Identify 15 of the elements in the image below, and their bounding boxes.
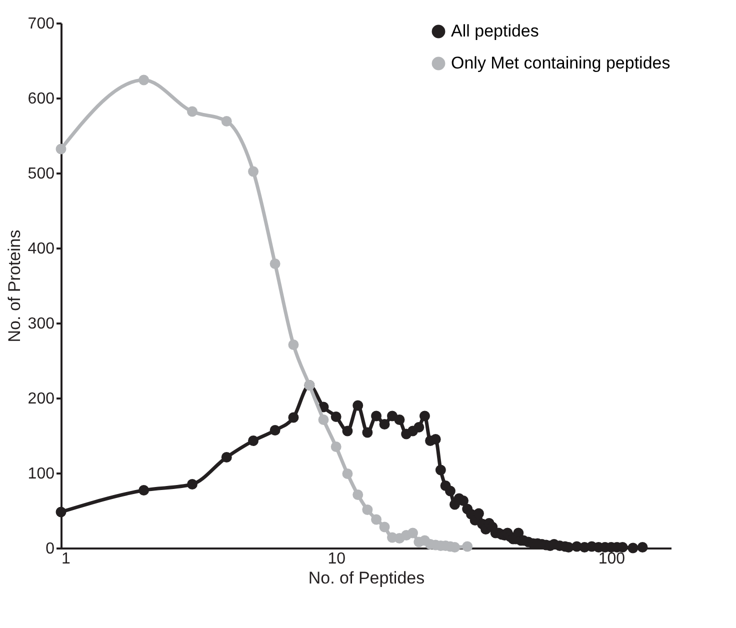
x-tick-label: 1 — [62, 550, 70, 568]
x-axis-title: No. of Peptides — [308, 568, 425, 588]
y-tick-label: 400 — [28, 240, 55, 258]
legend-label: All peptides — [451, 22, 539, 40]
x-tick-label: 10 — [328, 550, 346, 568]
legend-label: Only Met containing peptides — [451, 54, 670, 72]
y-tick-label: 300 — [28, 316, 55, 332]
x-tick-label: 100 — [598, 550, 626, 568]
y-tick-label: 200 — [28, 390, 55, 408]
y-axis-title: No. of Proteins — [4, 230, 24, 342]
y-tick-label: 700 — [28, 16, 55, 32]
y-tick-label: 500 — [28, 166, 55, 182]
y-tick-label: 0 — [46, 540, 55, 558]
y-tick-label: 100 — [28, 466, 55, 482]
y-tick-label: 600 — [28, 90, 55, 108]
